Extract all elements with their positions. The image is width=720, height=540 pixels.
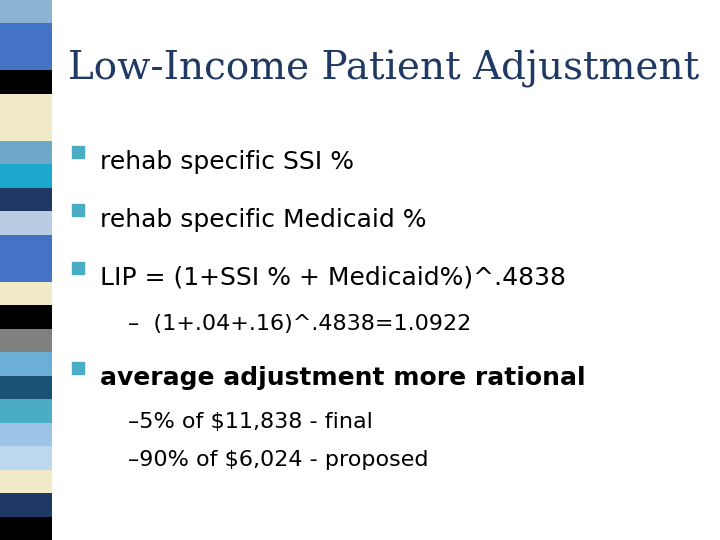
Bar bbox=[0, 352, 52, 376]
Text: average adjustment more rational: average adjustment more rational bbox=[100, 366, 585, 390]
Bar bbox=[0, 164, 52, 188]
Text: –  (1+.04+.16)^.4838=1.0922: – (1+.04+.16)^.4838=1.0922 bbox=[128, 314, 472, 334]
Text: rehab specific Medicaid %: rehab specific Medicaid % bbox=[100, 208, 426, 232]
Bar bbox=[0, 258, 52, 282]
Text: Low-Income Patient Adjustment: Low-Income Patient Adjustment bbox=[68, 50, 699, 88]
Bar bbox=[0, 117, 52, 141]
Text: rehab specific SSI %: rehab specific SSI % bbox=[100, 150, 354, 174]
Bar bbox=[0, 0, 52, 23]
Bar bbox=[0, 376, 52, 399]
Bar bbox=[0, 188, 52, 211]
Bar bbox=[0, 70, 52, 94]
Bar bbox=[0, 141, 52, 164]
Bar bbox=[0, 235, 52, 258]
Bar bbox=[0, 399, 52, 423]
Bar bbox=[0, 470, 52, 493]
Bar bbox=[0, 211, 52, 235]
Bar bbox=[0, 305, 52, 329]
Bar bbox=[0, 282, 52, 305]
Text: LIP = (1+SSI % + Medicaid%)^.4838: LIP = (1+SSI % + Medicaid%)^.4838 bbox=[100, 266, 566, 290]
Text: –5% of $11,838 - final: –5% of $11,838 - final bbox=[128, 412, 373, 432]
Bar bbox=[0, 446, 52, 470]
Bar bbox=[0, 329, 52, 352]
Bar bbox=[0, 493, 52, 517]
Text: –90% of $6,024 - proposed: –90% of $6,024 - proposed bbox=[128, 450, 428, 470]
Bar bbox=[0, 94, 52, 117]
Bar bbox=[0, 23, 52, 47]
Bar bbox=[0, 517, 52, 540]
Bar bbox=[0, 47, 52, 70]
Bar bbox=[0, 423, 52, 446]
